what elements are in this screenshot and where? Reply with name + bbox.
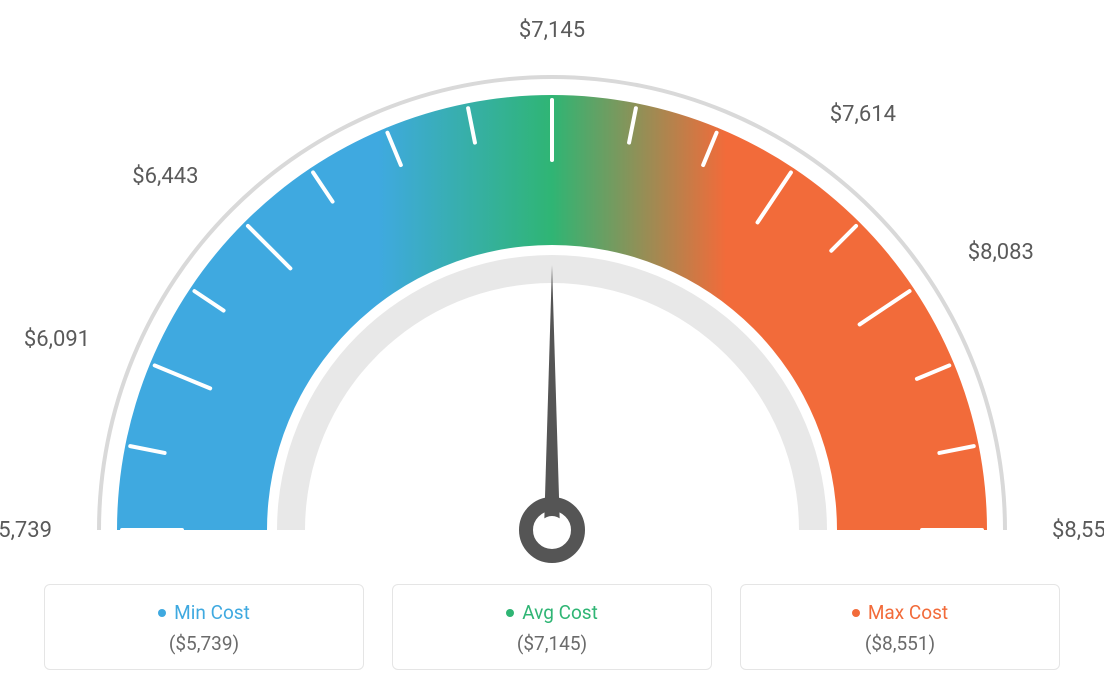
legend-title-min: Min Cost	[158, 601, 250, 624]
legend-value-avg: ($7,145)	[403, 632, 701, 655]
gauge-svg	[0, 10, 1104, 570]
legend-row: Min Cost ($5,739) Avg Cost ($7,145) Max …	[0, 584, 1104, 670]
legend-card-avg: Avg Cost ($7,145)	[392, 584, 712, 670]
legend-title-avg: Avg Cost	[506, 601, 598, 624]
legend-title-max: Max Cost	[852, 601, 948, 624]
gauge-tick-label: $7,145	[512, 18, 592, 43]
legend-dot-min	[158, 609, 166, 617]
gauge-tick-label: $8,083	[968, 240, 1034, 265]
legend-value-max: ($8,551)	[751, 632, 1049, 655]
legend-card-max: Max Cost ($8,551)	[740, 584, 1060, 670]
legend-card-min: Min Cost ($5,739)	[44, 584, 364, 670]
legend-label-avg: Avg Cost	[522, 601, 598, 624]
legend-dot-max	[852, 609, 860, 617]
gauge-tick-label: $8,551	[1052, 518, 1104, 543]
gauge-tick-label: $6,443	[118, 164, 198, 189]
gauge-tick-label: $7,614	[830, 102, 896, 127]
gauge-tick-label: $6,091	[10, 327, 90, 352]
gauge-chart: $5,739 $6,091 $6,443 $7,145 $7,614 $8,083 $8,5…	[0, 10, 1104, 570]
legend-value-min: ($5,739)	[55, 632, 353, 655]
legend-label-max: Max Cost	[868, 601, 948, 624]
gauge-tick-label: $5,739	[0, 518, 52, 543]
legend-label-min: Min Cost	[174, 601, 250, 624]
legend-dot-avg	[506, 609, 514, 617]
